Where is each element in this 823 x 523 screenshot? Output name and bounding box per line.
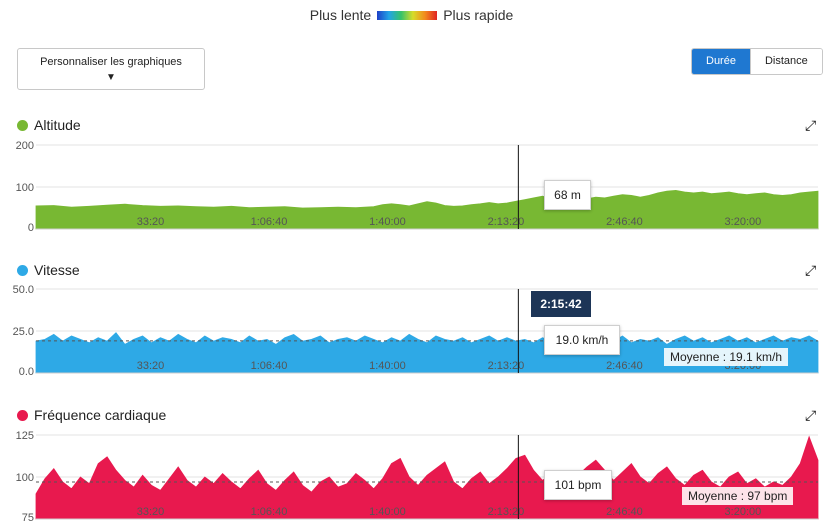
cursor-time-badge: 2:15:42	[531, 291, 591, 317]
x-tick-label: 2:46:40	[606, 216, 643, 228]
altitude-tooltip: 68 m	[544, 180, 591, 210]
heart-rate-chart-title: Fréquence cardiaque	[17, 407, 166, 423]
speed-tooltip: 19.0 km/h	[544, 325, 620, 355]
legend-slow-label: Plus lente	[309, 7, 372, 23]
x-tick-label: 1:06:40	[251, 216, 288, 228]
toggle-duration-button[interactable]: Durée	[692, 49, 750, 74]
series-area	[35, 332, 819, 374]
speed-gradient-bar	[377, 10, 438, 20]
x-tick-label: 33:20	[137, 216, 165, 228]
expand-icon[interactable]: ⤢	[805, 117, 817, 133]
altitude-chart: 200 100 0 33:20 1:06:40 1:40:00 2:13:20 2:46:40…	[16, 140, 819, 234]
x-tick-label: 2:46:40	[606, 360, 643, 372]
speed-legend-dot	[17, 264, 28, 276]
customize-charts-label: Personnaliser les graphiques	[40, 56, 182, 68]
x-tick-label: 1:06:40	[251, 360, 288, 372]
x-tick-label: 1:40:00	[369, 506, 406, 518]
y-tick-label: 25.0	[13, 326, 34, 338]
y-tick-label: 0.0	[19, 366, 34, 378]
heart-rate-average-label: Moyenne : 97 bpm	[682, 487, 794, 505]
y-tick-label: 0	[28, 222, 34, 234]
heart-rate-title-text: Fréquence cardiaque	[34, 407, 167, 423]
speed-legend: Plus lente Plus rapide	[0, 6, 823, 24]
x-tick-label: 2:13:20	[488, 360, 525, 372]
altitude-title-text: Altitude	[34, 117, 81, 133]
expand-icon[interactable]: ⤢	[805, 407, 817, 423]
y-tick-label: 50.0	[13, 284, 34, 296]
heart-rate-tooltip: 101 bpm	[544, 470, 612, 500]
y-tick-label: 100	[16, 472, 34, 484]
speed-chart-title: Vitesse	[17, 262, 80, 278]
altitude-legend-dot	[17, 119, 28, 131]
x-tick-label: 1:40:00	[369, 216, 406, 228]
speed-chart: 50.0 25.0 0.0 33:20 1:06:40 1:40:00 2:13:20 2:4…	[13, 284, 819, 378]
toggle-distance-button[interactable]: Distance	[749, 49, 822, 74]
x-tick-label: 1:40:00	[369, 360, 406, 372]
heart-rate-legend-dot	[17, 409, 28, 421]
x-tick-label: 3:20:00	[725, 506, 762, 518]
x-tick-label: 1:06:40	[251, 506, 288, 518]
x-tick-label: 33:20	[137, 506, 165, 518]
x-tick-label: 2:46:40	[606, 506, 643, 518]
x-tick-label: 3:20:00	[725, 216, 762, 228]
speed-title-text: Vitesse	[34, 262, 80, 278]
series-area	[35, 189, 819, 230]
expand-icon[interactable]: ⤢	[805, 262, 817, 278]
customize-charts-button[interactable]: Personnaliser les graphiques ▼	[17, 48, 205, 90]
x-tick-label: 2:13:20	[488, 506, 525, 518]
y-tick-label: 200	[16, 140, 34, 152]
caret-down-icon: ▼	[106, 72, 116, 83]
legend-fast-label: Plus rapide	[443, 7, 514, 23]
series-area	[35, 435, 819, 520]
y-tick-label: 100	[16, 182, 34, 194]
y-tick-label: 125	[16, 430, 34, 442]
speed-average-label: Moyenne : 19.1 km/h	[664, 348, 789, 366]
x-tick-label: 2:13:20	[488, 216, 525, 228]
y-tick-label: 75	[22, 512, 34, 523]
x-tick-label: 33:20	[137, 360, 165, 372]
axis-mode-toggle: Durée Distance	[691, 48, 823, 75]
altitude-chart-title: Altitude	[17, 117, 81, 133]
heart-rate-chart: 125 100 75 33:20 1:06:40 1:40:00 2:13:20 2:46:4…	[16, 430, 819, 523]
